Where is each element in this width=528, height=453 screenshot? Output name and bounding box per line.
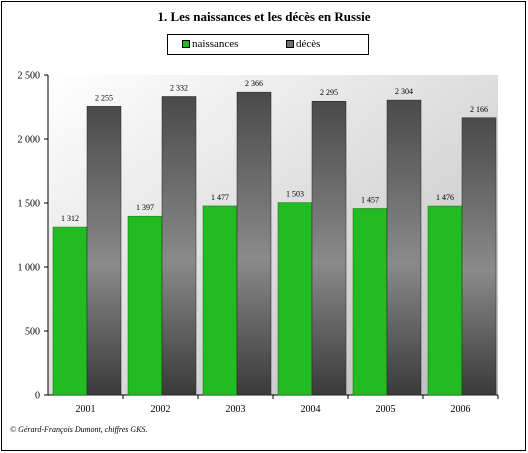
y-tick-label: 500	[25, 327, 40, 338]
data-label: 2 366	[245, 79, 263, 88]
bar-deces	[86, 106, 122, 396]
data-label: 1 503	[286, 190, 304, 199]
y-tick-label: 2 500	[18, 71, 41, 82]
bar-deces	[386, 99, 422, 396]
bar-naissances	[352, 208, 388, 396]
data-label: 2 304	[395, 87, 413, 96]
legend-label-deces: décès	[296, 38, 321, 50]
data-label: 2 332	[170, 84, 188, 93]
legend-label-naissances: naissances	[192, 38, 239, 50]
bar-naissances	[427, 205, 463, 396]
data-label: 1 476	[436, 193, 454, 202]
x-tick-label: 2001	[76, 404, 96, 415]
legend-item-naissances: naissances	[182, 38, 238, 50]
source-note: © Gérard-François Dumont, chiffres GKS.	[10, 425, 148, 434]
legend-item-deces: décès	[286, 38, 320, 50]
bar-deces	[236, 91, 272, 396]
legend-swatch-naissances	[182, 40, 190, 49]
y-tick-label: 2 000	[18, 135, 41, 146]
y-tick-label: 1 500	[18, 199, 41, 210]
bar-naissances	[127, 215, 163, 396]
x-tick-label: 2004	[301, 404, 321, 415]
chart-title: 1. Les naissances et les décès en Russie	[157, 9, 371, 24]
y-tick-label: 1 000	[18, 263, 41, 274]
data-label: 2 166	[470, 105, 488, 114]
bar-naissances	[202, 205, 238, 396]
x-tick-label: 2005	[376, 404, 396, 415]
bar-deces	[461, 117, 497, 396]
legend-swatch-deces	[286, 40, 294, 49]
data-label: 1 477	[211, 193, 229, 202]
data-label: 1 457	[361, 196, 379, 205]
plot-area	[48, 75, 498, 395]
x-tick-label: 2006	[451, 404, 471, 415]
data-label: 1 312	[61, 214, 79, 223]
bar-deces	[311, 100, 347, 396]
bar-deces	[161, 96, 197, 396]
x-tick-label: 2002	[151, 404, 171, 415]
data-label: 2 295	[320, 88, 338, 97]
data-label: 2 255	[95, 93, 113, 102]
data-label: 1 397	[136, 203, 154, 212]
legend: naissances décès	[167, 34, 369, 55]
y-tick-label: 0	[35, 391, 40, 402]
bar-naissances	[52, 226, 88, 396]
x-tick-label: 2003	[226, 404, 246, 415]
bar-naissances	[277, 202, 313, 396]
